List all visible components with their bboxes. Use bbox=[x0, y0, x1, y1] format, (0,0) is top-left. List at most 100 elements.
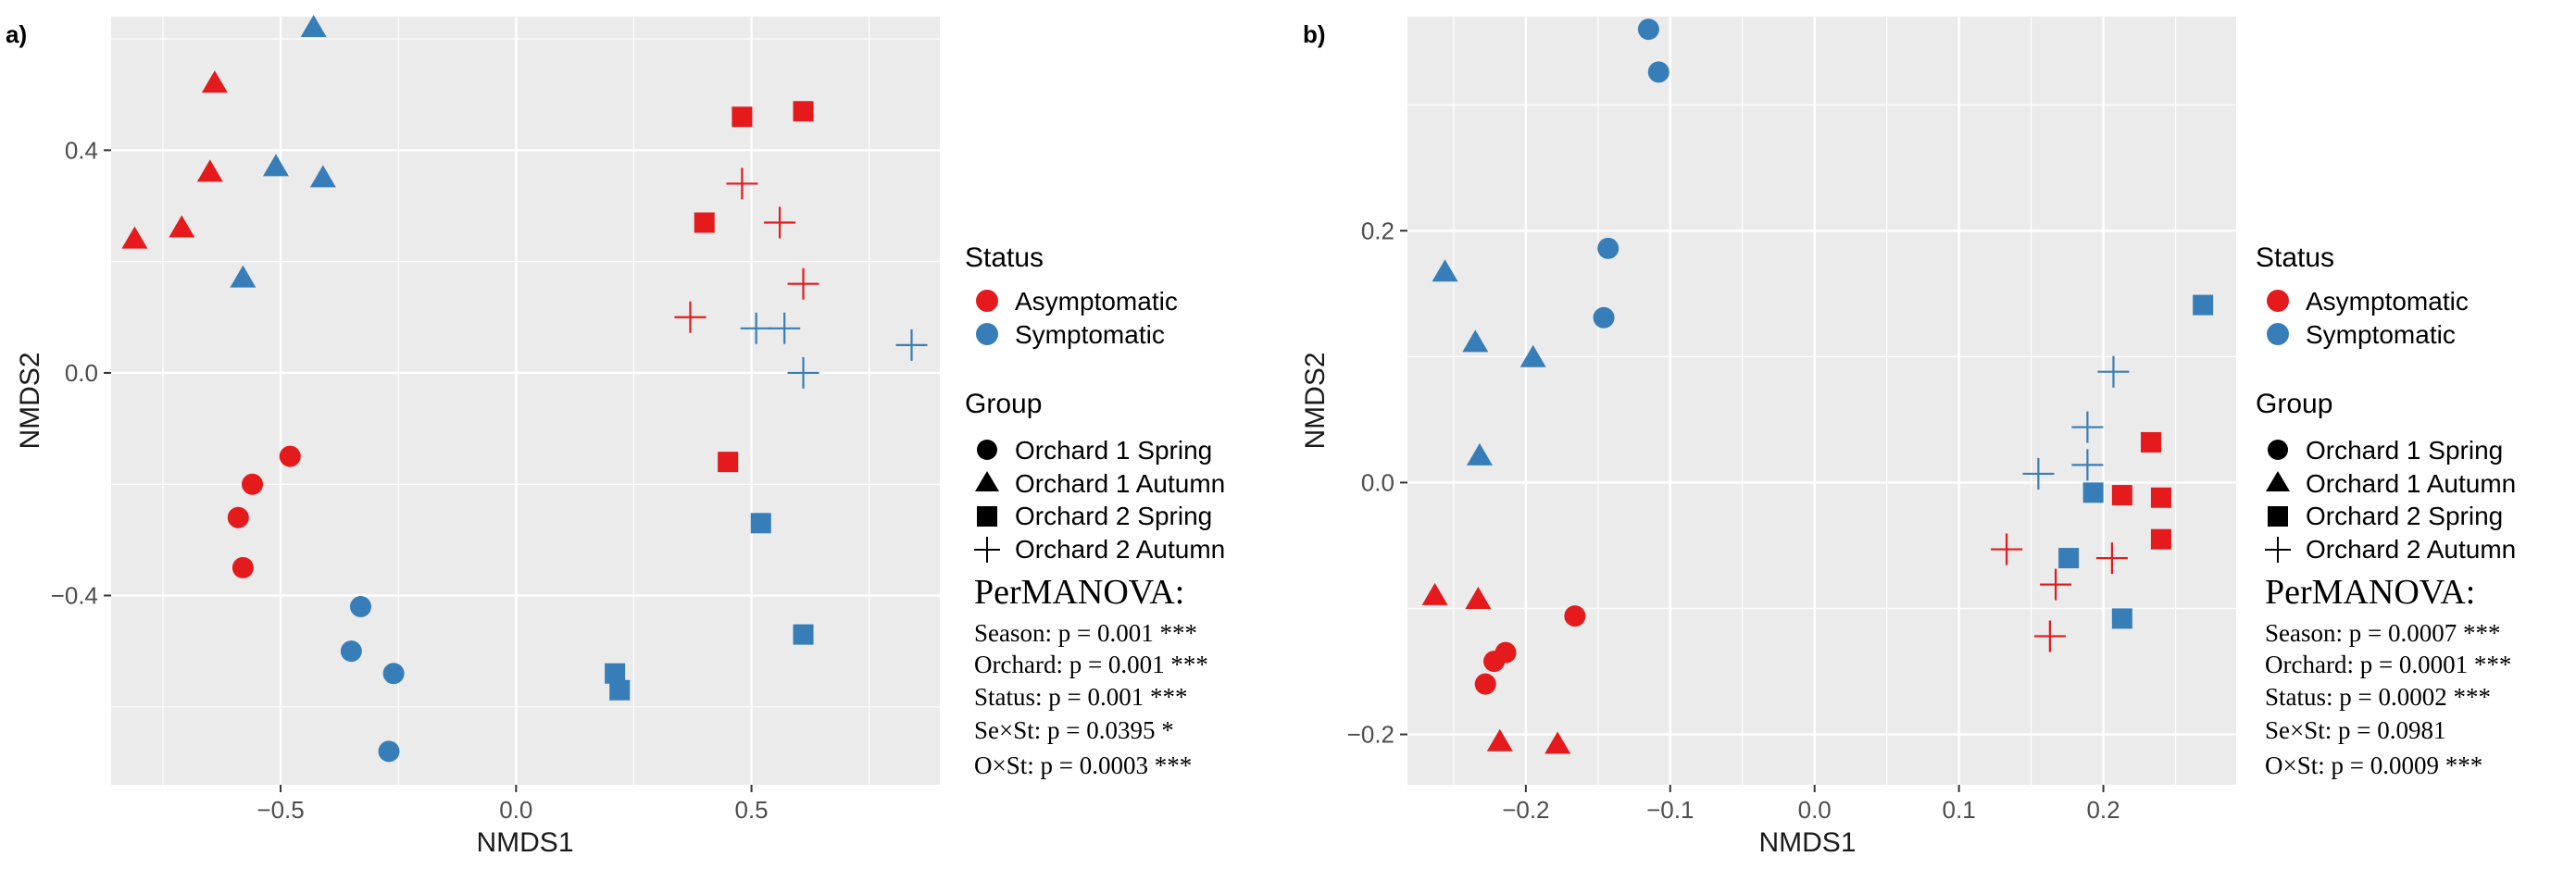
legend-b-status-title: Status bbox=[2256, 242, 2334, 273]
point-symptomatic-orchard-1-spring bbox=[382, 663, 405, 685]
legend-b-plus-key bbox=[2265, 537, 2291, 563]
legend-b-group-label-2: Orchard 1 Autumn bbox=[2306, 469, 2516, 498]
point-asymptomatic-orchard-2-autumn bbox=[787, 267, 819, 300]
permanova-a-title: PerMANOVA: bbox=[974, 573, 1184, 612]
legend-a-triangle-key bbox=[975, 471, 999, 491]
permanova-a-line-4: Se×St: p = 0.0395 * bbox=[974, 716, 1174, 744]
panel-a-y-axis-title: NMDS2 bbox=[15, 352, 45, 449]
x-tick-label: 0.2 bbox=[2086, 796, 2120, 824]
legend-b-group-label-4: Orchard 2 Autumn bbox=[2306, 535, 2516, 564]
y-tick-label: 0.2 bbox=[1361, 217, 1394, 244]
point-asymptomatic-orchard-2-spring bbox=[2141, 431, 2162, 453]
y-tick-label: −0.2 bbox=[1347, 721, 1394, 749]
panel-a: a) −0.5 0.0 0.5 −0.4 0.0 0.4 NMDS1 NMDS2 bbox=[6, 15, 940, 858]
point-symptomatic-orchard-2-autumn bbox=[740, 312, 772, 344]
point-symptomatic-orchard-1-spring bbox=[1593, 306, 1615, 329]
point-symptomatic-orchard-1-autumn bbox=[309, 165, 336, 188]
permanova-b-line-5: O×St: p = 0.0009 *** bbox=[2265, 751, 2482, 779]
point-asymptomatic-orchard-2-spring bbox=[2111, 485, 2132, 506]
x-tick-label: 0.1 bbox=[1943, 796, 1976, 824]
point-symptomatic-orchard-1-autumn bbox=[1432, 259, 1458, 282]
legend-b-symptomatic-key bbox=[2267, 323, 2289, 345]
y-tick-label: 0.4 bbox=[65, 136, 98, 164]
point-symptomatic-orchard-1-spring bbox=[350, 596, 372, 618]
point-symptomatic-orchard-1-autumn bbox=[230, 265, 256, 288]
x-tick-label: 0.0 bbox=[499, 796, 532, 824]
point-asymptomatic-orchard-2-autumn bbox=[1991, 533, 2023, 565]
panel-b-legend: Status Asymptomatic Symptomatic Group Or… bbox=[2256, 242, 2516, 779]
permanova-a-line-1: Season: p = 0.001 *** bbox=[974, 619, 1197, 647]
panel-b-y-axis-title: NMDS2 bbox=[1300, 352, 1331, 449]
panel-a-y-ticks: −0.4 0.0 0.4 bbox=[51, 136, 111, 610]
point-symptomatic-orchard-2-autumn bbox=[2022, 457, 2055, 490]
point-symptomatic-orchard-1-autumn bbox=[1466, 442, 1493, 466]
point-symptomatic-orchard-2-spring bbox=[750, 513, 771, 534]
permanova-b-line-4: Se×St: p = 0.0981 bbox=[2265, 716, 2445, 744]
permanova-a-line-3: Status: p = 0.001 *** bbox=[974, 683, 1188, 711]
panel-a-x-axis-title: NMDS1 bbox=[476, 827, 573, 858]
point-symptomatic-orchard-1-autumn bbox=[1519, 344, 1546, 367]
point-asymptomatic-orchard-1-spring bbox=[1564, 605, 1586, 627]
point-asymptomatic-orchard-1-autumn bbox=[1544, 731, 1571, 754]
legend-b-group-label-1: Orchard 1 Spring bbox=[2306, 436, 2503, 465]
point-symptomatic-orchard-2-spring bbox=[2193, 294, 2214, 316]
panel-b-points bbox=[1421, 19, 2214, 754]
point-asymptomatic-orchard-1-autumn bbox=[196, 159, 223, 182]
point-asymptomatic-orchard-1-spring bbox=[279, 445, 301, 467]
panel-b-x-ticks: −0.2 −0.1 0.0 0.1 0.2 bbox=[1502, 785, 2120, 824]
point-symptomatic-orchard-2-autumn bbox=[2071, 411, 2104, 443]
y-tick-label: 0.0 bbox=[1361, 468, 1394, 496]
panel-a-legend: Status Asymptomatic Symptomatic Group Or… bbox=[965, 242, 1225, 779]
legend-a-asymptomatic-key bbox=[976, 290, 998, 312]
legend-b-group-title: Group bbox=[2256, 389, 2332, 419]
x-tick-label: −0.5 bbox=[256, 796, 304, 824]
panel-b-plot-background bbox=[1407, 17, 2236, 785]
point-symptomatic-orchard-1-spring bbox=[1637, 19, 1659, 41]
legend-a-asymptomatic-label: Asymptomatic bbox=[1015, 287, 1178, 316]
point-symptomatic-orchard-1-spring bbox=[1647, 61, 1669, 83]
point-symptomatic-orchard-2-spring bbox=[2111, 608, 2132, 629]
point-symptomatic-orchard-2-autumn bbox=[2097, 355, 2130, 388]
point-asymptomatic-orchard-2-spring bbox=[2150, 528, 2171, 550]
y-tick-label: −0.4 bbox=[51, 582, 98, 610]
x-tick-label: −0.1 bbox=[1646, 796, 1694, 824]
panel-b-x-axis-title: NMDS1 bbox=[1758, 827, 1856, 858]
legend-a-square-key bbox=[977, 506, 997, 527]
point-symptomatic-orchard-2-spring bbox=[609, 679, 631, 701]
permanova-b-line-3: Status: p = 0.0002 *** bbox=[2265, 683, 2491, 711]
legend-b-group-label-3: Orchard 2 Spring bbox=[2306, 502, 2503, 530]
point-asymptomatic-orchard-2-spring bbox=[694, 212, 715, 233]
point-symptomatic-orchard-1-spring bbox=[1597, 237, 1619, 259]
legend-a-circle-key bbox=[977, 440, 997, 460]
legend-b-square-key bbox=[2268, 506, 2288, 527]
legend-a-symptomatic-key bbox=[976, 323, 998, 345]
panel-a-points bbox=[121, 15, 928, 763]
permanova-b-title: PerMANOVA: bbox=[2265, 573, 2475, 612]
point-asymptomatic-orchard-1-spring bbox=[1483, 651, 1506, 673]
legend-a-group-label-4: Orchard 2 Autumn bbox=[1015, 535, 1225, 564]
point-asymptomatic-orchard-1-autumn bbox=[201, 70, 228, 93]
point-asymptomatic-orchard-2-autumn bbox=[726, 168, 758, 200]
point-asymptomatic-orchard-2-autumn bbox=[764, 206, 796, 239]
legend-a-group-title: Group bbox=[965, 389, 1042, 419]
panel-a-x-ticks: −0.5 0.0 0.5 bbox=[256, 785, 769, 824]
point-asymptomatic-orchard-1-autumn bbox=[121, 226, 148, 249]
legend-a-group-label-3: Orchard 2 Spring bbox=[1015, 502, 1212, 530]
panel-b: b) −0.2 −0.1 0.0 0.1 0.2 −0.2 0.0 0.2 NMDS1 NM… bbox=[1300, 17, 2236, 858]
point-asymptomatic-orchard-1-autumn bbox=[169, 215, 195, 238]
permanova-a-line-2: Orchard: p = 0.001 *** bbox=[974, 651, 1208, 678]
point-symptomatic-orchard-2-autumn bbox=[787, 356, 819, 389]
point-asymptomatic-orchard-1-spring bbox=[227, 506, 249, 528]
point-symptomatic-orchard-2-autumn bbox=[769, 312, 801, 344]
point-asymptomatic-orchard-2-autumn bbox=[2033, 620, 2066, 652]
point-symptomatic-orchard-2-autumn bbox=[2071, 449, 2104, 481]
panel-b-grid bbox=[1407, 17, 2236, 785]
point-asymptomatic-orchard-1-autumn bbox=[1465, 586, 1492, 609]
point-symptomatic-orchard-1-spring bbox=[340, 640, 362, 663]
panel-a-plot-background bbox=[111, 17, 940, 785]
legend-a-plus-key bbox=[974, 537, 1000, 563]
point-asymptomatic-orchard-2-spring bbox=[2150, 487, 2171, 508]
legend-a-group-label-2: Orchard 1 Autumn bbox=[1015, 469, 1225, 498]
point-asymptomatic-orchard-2-autumn bbox=[2040, 568, 2072, 601]
panel-b-y-ticks: −0.2 0.0 0.2 bbox=[1347, 217, 1407, 749]
